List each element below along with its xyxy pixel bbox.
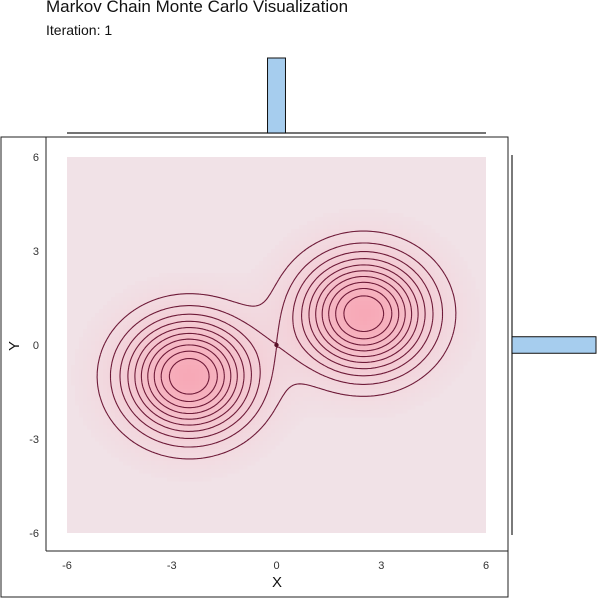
plot-frame <box>0 136 509 598</box>
x-tick-labels: -6 -3 0 3 6 <box>62 560 489 572</box>
contour-line <box>153 281 400 409</box>
contour-line <box>168 295 385 395</box>
x-tick-label: 0 <box>273 560 279 572</box>
x-tick-label: -3 <box>167 560 177 572</box>
y-tick-label: 3 <box>33 246 39 258</box>
contour-line <box>134 264 419 426</box>
x-tick-label: -6 <box>62 560 72 572</box>
x-axis-label: X <box>272 574 282 591</box>
sample-points <box>274 342 279 348</box>
contour-line <box>96 230 457 460</box>
y-tick-label: -6 <box>29 528 39 540</box>
y-tick-labels: -6 -3 0 3 6 <box>29 152 39 540</box>
iteration-label: Iteration: 1 <box>46 22 113 38</box>
top-marginal-histogram <box>67 57 486 134</box>
y-tick-label: 0 <box>33 340 39 352</box>
x-tick-label: 3 <box>378 560 384 572</box>
density-fill <box>71 209 480 482</box>
chart-title: Markov Chain Monte Carlo Visualization <box>46 0 349 16</box>
x-tick-label: 6 <box>483 560 489 572</box>
right-marginal-histogram <box>511 155 597 535</box>
contour-line <box>127 258 426 432</box>
y-tick-label: -3 <box>29 434 39 446</box>
contour-line <box>140 270 413 420</box>
y-tick-label: 6 <box>33 152 39 164</box>
contour-line <box>147 275 406 415</box>
y-axis-label: Y <box>6 341 23 351</box>
sample-point <box>274 342 279 348</box>
histogram-bar <box>511 336 597 354</box>
contour-line <box>119 251 434 439</box>
contour-line <box>109 242 444 448</box>
contour-line <box>160 287 393 403</box>
histogram-bar <box>267 57 286 134</box>
density-contours <box>96 230 457 460</box>
